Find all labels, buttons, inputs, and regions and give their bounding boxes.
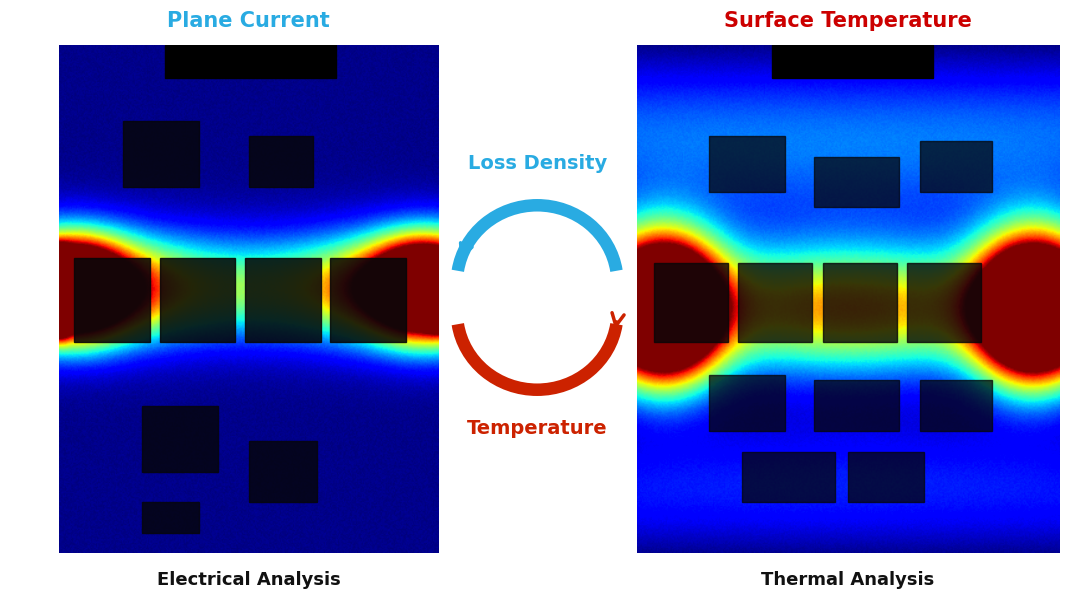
Text: Temperature: Temperature <box>467 419 608 438</box>
Bar <box>814 156 899 208</box>
Bar <box>74 258 150 342</box>
Bar <box>708 136 784 192</box>
Text: Loss Density: Loss Density <box>468 154 607 173</box>
Bar <box>142 502 199 533</box>
Bar <box>248 441 317 502</box>
Bar <box>123 121 199 187</box>
Bar <box>245 258 321 342</box>
Bar <box>654 264 728 342</box>
Bar <box>165 45 336 78</box>
Text: Thermal Analysis: Thermal Analysis <box>762 571 934 589</box>
Bar <box>708 375 784 431</box>
Bar <box>907 264 981 342</box>
Bar <box>743 452 836 502</box>
Bar <box>331 258 407 342</box>
Bar <box>920 141 992 192</box>
Bar <box>771 45 932 78</box>
Bar <box>142 406 218 472</box>
Bar <box>814 380 899 431</box>
Bar <box>823 264 897 342</box>
Text: Surface Temperature: Surface Temperature <box>724 11 972 31</box>
Text: Plane Current: Plane Current <box>167 11 331 31</box>
Text: Electrical Analysis: Electrical Analysis <box>157 571 340 589</box>
Bar <box>847 452 924 502</box>
Bar <box>248 136 314 187</box>
Bar <box>920 380 992 431</box>
Bar <box>159 258 235 342</box>
Bar <box>738 264 812 342</box>
